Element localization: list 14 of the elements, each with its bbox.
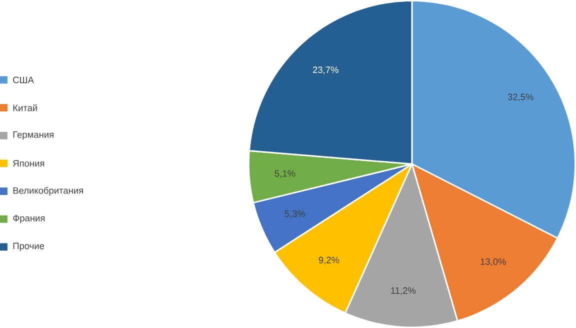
legend-label: Германия bbox=[13, 131, 54, 140]
data-label: 11,2% bbox=[391, 287, 416, 295]
legend-label: Китай bbox=[13, 104, 37, 112]
data-label: 23,7% bbox=[313, 66, 338, 74]
legend-label: Великобритания bbox=[13, 186, 83, 196]
data-label: 13,0% bbox=[480, 258, 506, 266]
legend-label: Франия bbox=[13, 214, 45, 224]
data-label: 9,2% bbox=[318, 256, 340, 264]
legend-label: США bbox=[13, 76, 34, 84]
legend-label: Прочие bbox=[13, 242, 44, 252]
legend-label: Япония bbox=[13, 160, 44, 167]
data-label: 5,3% bbox=[284, 210, 306, 218]
data-label: 5,1% bbox=[274, 170, 296, 178]
data-label: 32,5% bbox=[508, 94, 534, 102]
